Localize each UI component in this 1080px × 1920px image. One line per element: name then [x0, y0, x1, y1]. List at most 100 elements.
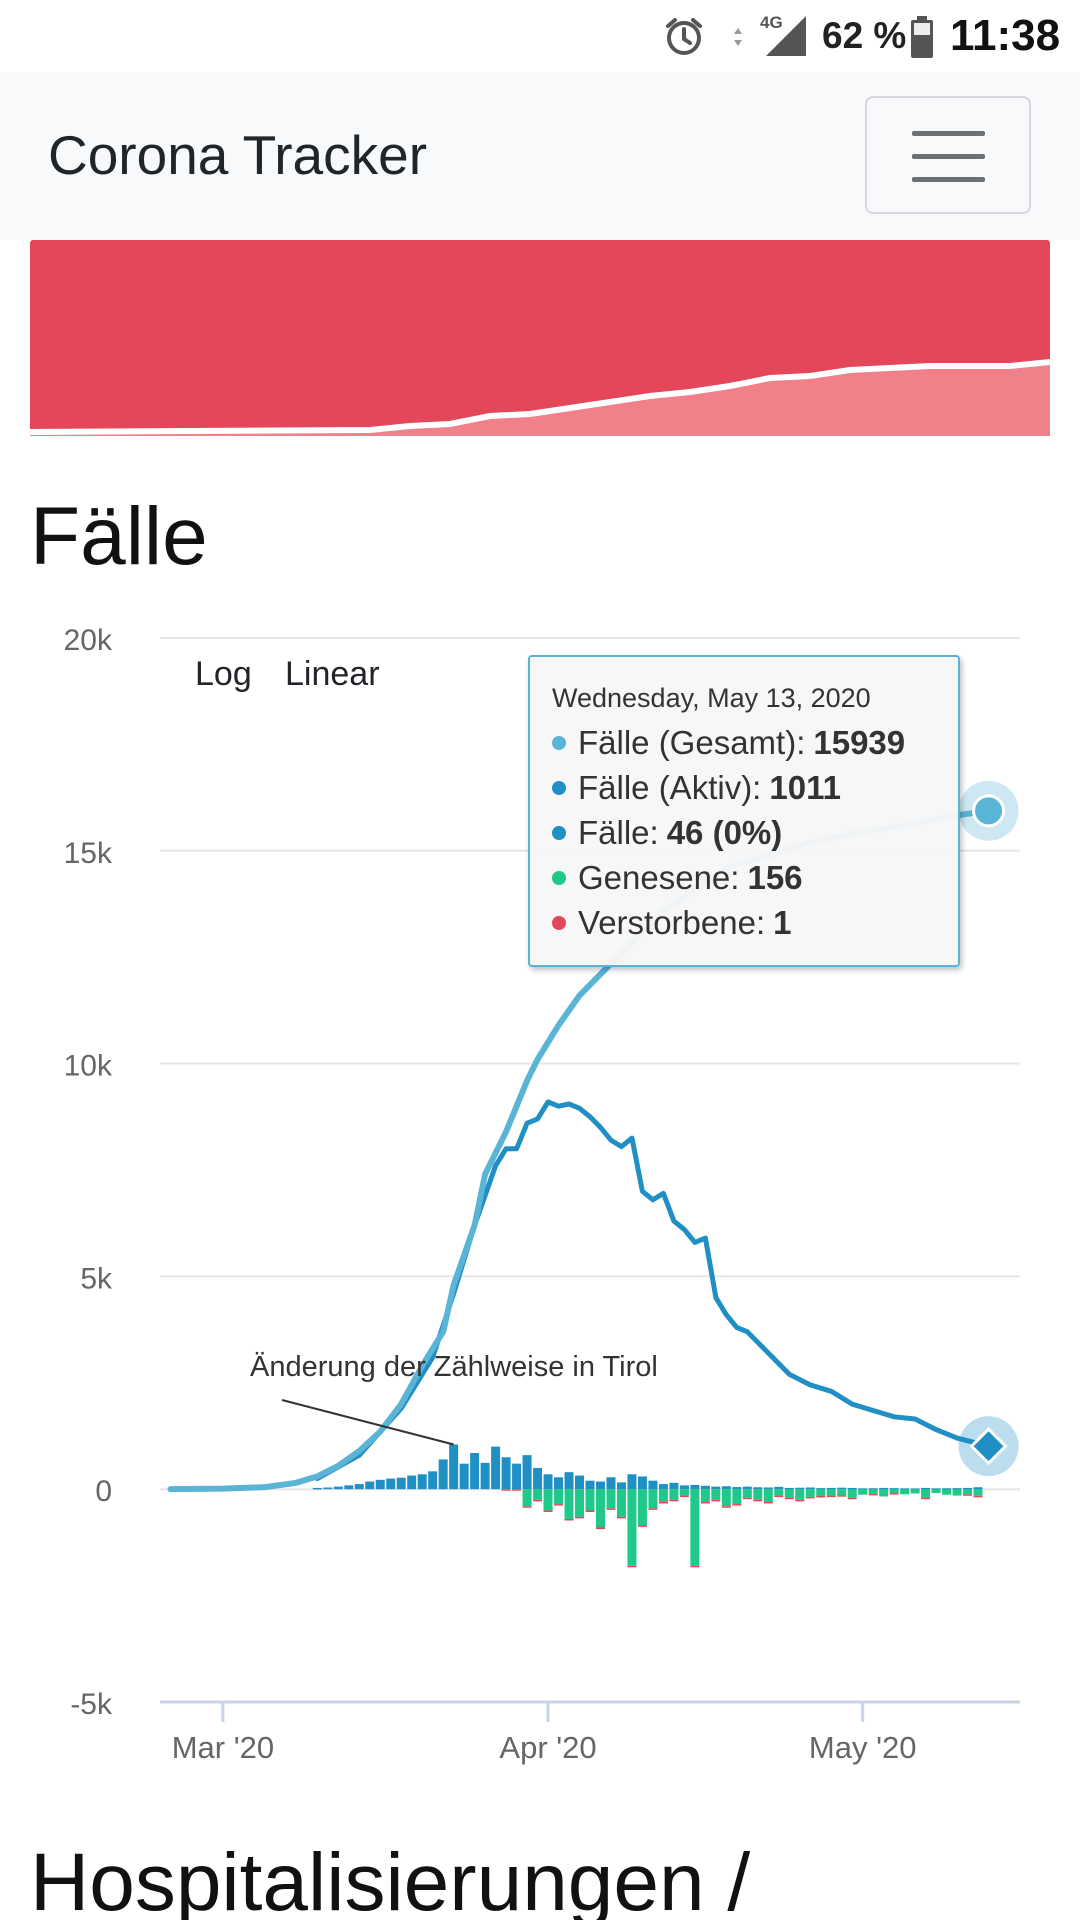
- deaths-bar: [753, 1499, 763, 1502]
- new-cases-bar: [879, 1487, 889, 1490]
- deaths-dot-icon: [552, 915, 566, 930]
- tooltip-row-new: Fälle: 46 (0%): [552, 810, 936, 855]
- recovered-bar: [879, 1489, 889, 1497]
- deaths-bar: [774, 1495, 784, 1498]
- tooltip-value: 156: [747, 858, 803, 896]
- y-tick-label: 20k: [64, 624, 113, 657]
- tooltip-value: 1011: [769, 768, 841, 806]
- chart-tooltip: Wednesday, May 13, 2020 Fälle (Gesamt): …: [528, 655, 960, 967]
- tooltip-date: Wednesday, May 13, 2020: [552, 683, 871, 713]
- recovered-bar: [648, 1489, 658, 1509]
- new-cases-bar: [438, 1459, 448, 1490]
- deaths-bar: [512, 1489, 522, 1491]
- app-brand[interactable]: Corona Tracker: [48, 124, 428, 186]
- recovered-bar: [963, 1489, 973, 1495]
- sparkline-line: [30, 359, 1050, 435]
- deaths-bar: [606, 1508, 616, 1510]
- deaths-bar: [973, 1495, 983, 1498]
- hamburger-icon-bar: [912, 177, 985, 182]
- new-cases-bar: [637, 1476, 647, 1490]
- hamburger-icon-bar: [912, 154, 985, 159]
- recovered-bar: [543, 1489, 553, 1511]
- recovered-bar: [658, 1489, 668, 1502]
- recovered-bar: [774, 1489, 784, 1496]
- y-tick-label: 0: [95, 1475, 112, 1508]
- active-cases-line: [314, 1099, 991, 1482]
- total-dot-icon: [552, 735, 566, 750]
- deaths-bar: [595, 1527, 605, 1530]
- recovered-bar: [816, 1489, 826, 1497]
- new-cases-bar: [910, 1488, 920, 1490]
- recovered-bar: [910, 1489, 920, 1494]
- new-cases-bar: [648, 1480, 658, 1490]
- menu-toggle-button[interactable]: [865, 96, 1031, 214]
- hospitalisations-section-title: Hospitalisierungen /: [30, 1837, 751, 1920]
- y-tick-label: -5k: [70, 1688, 113, 1721]
- recovered-bar: [742, 1489, 752, 1498]
- y-tick-label: 15k: [64, 837, 113, 870]
- tooltip-value: 1: [773, 903, 792, 941]
- deaths-bar: [616, 1516, 626, 1519]
- deaths-bar: [554, 1504, 564, 1506]
- recovered-bar: [700, 1489, 710, 1502]
- new-cases-bar: [616, 1482, 626, 1490]
- new-cases-bar: [658, 1484, 668, 1490]
- new-cases-bar: [753, 1487, 763, 1490]
- deaths-bar: [795, 1499, 805, 1502]
- deaths-bar: [711, 1499, 721, 1502]
- recovered-bar: [952, 1489, 962, 1496]
- new-cases-bar: [386, 1478, 396, 1490]
- log-scale-button[interactable]: Log: [195, 655, 252, 693]
- deaths-bar: [847, 1497, 857, 1500]
- linear-scale-button[interactable]: Linear: [285, 655, 380, 693]
- deaths-bar: [763, 1501, 773, 1504]
- recovered-bar: [753, 1489, 763, 1500]
- deaths-bar: [533, 1499, 543, 1502]
- new-cases-bar: [449, 1444, 459, 1490]
- recovered-bar: [921, 1489, 931, 1498]
- recovered-bar: [533, 1489, 543, 1500]
- deaths-bar: [805, 1496, 815, 1499]
- tooltip-value: 15939: [813, 723, 906, 761]
- deaths-bar: [543, 1510, 553, 1512]
- new-cases-bar: [407, 1475, 417, 1490]
- total-marker: [972, 794, 1006, 828]
- recovered-bar: [795, 1489, 805, 1500]
- recovered-bar: [595, 1489, 605, 1528]
- recovered-bar: [679, 1489, 689, 1496]
- new-cases-bar: [344, 1485, 354, 1490]
- recovered-bar: [973, 1489, 983, 1496]
- new-cases-dot-icon: [552, 825, 566, 840]
- recovered-bar: [732, 1489, 742, 1505]
- recovered-bar: [606, 1489, 616, 1509]
- new-cases-bar: [963, 1487, 973, 1490]
- new-cases-bar: [501, 1457, 511, 1490]
- deaths-bar: [784, 1497, 794, 1500]
- deaths-bar: [826, 1495, 836, 1498]
- new-cases-bar: [354, 1484, 364, 1490]
- new-cases-bar: [564, 1472, 574, 1490]
- x-tick-label: Apr '20: [499, 1730, 596, 1765]
- tooltip-row-deaths: Verstorbene: 1: [552, 900, 936, 945]
- new-cases-bar: [721, 1486, 731, 1490]
- recovered-bar: [931, 1489, 941, 1494]
- new-cases-bar: [921, 1487, 931, 1490]
- deaths-bar: [522, 1506, 532, 1508]
- deaths-bar: [585, 1510, 595, 1512]
- new-cases-bar: [732, 1487, 742, 1490]
- recovered-bar: [942, 1489, 952, 1495]
- signal-icon: 4G: [758, 12, 820, 60]
- recovered-bar: [554, 1489, 564, 1505]
- battery-icon: [908, 12, 936, 60]
- cases-section-title: Fälle: [30, 491, 208, 582]
- y-tick-label: 5k: [80, 1262, 113, 1295]
- deaths-bar: [963, 1494, 973, 1496]
- new-cases-bar: [585, 1480, 595, 1490]
- deaths-bar: [627, 1565, 637, 1568]
- active-marker: [969, 1427, 1008, 1466]
- deaths-bar: [889, 1493, 899, 1495]
- new-cases-bar: [763, 1487, 773, 1490]
- deaths-bar: [868, 1493, 878, 1496]
- new-cases-bar: [847, 1488, 857, 1490]
- deaths-bar: [575, 1516, 585, 1519]
